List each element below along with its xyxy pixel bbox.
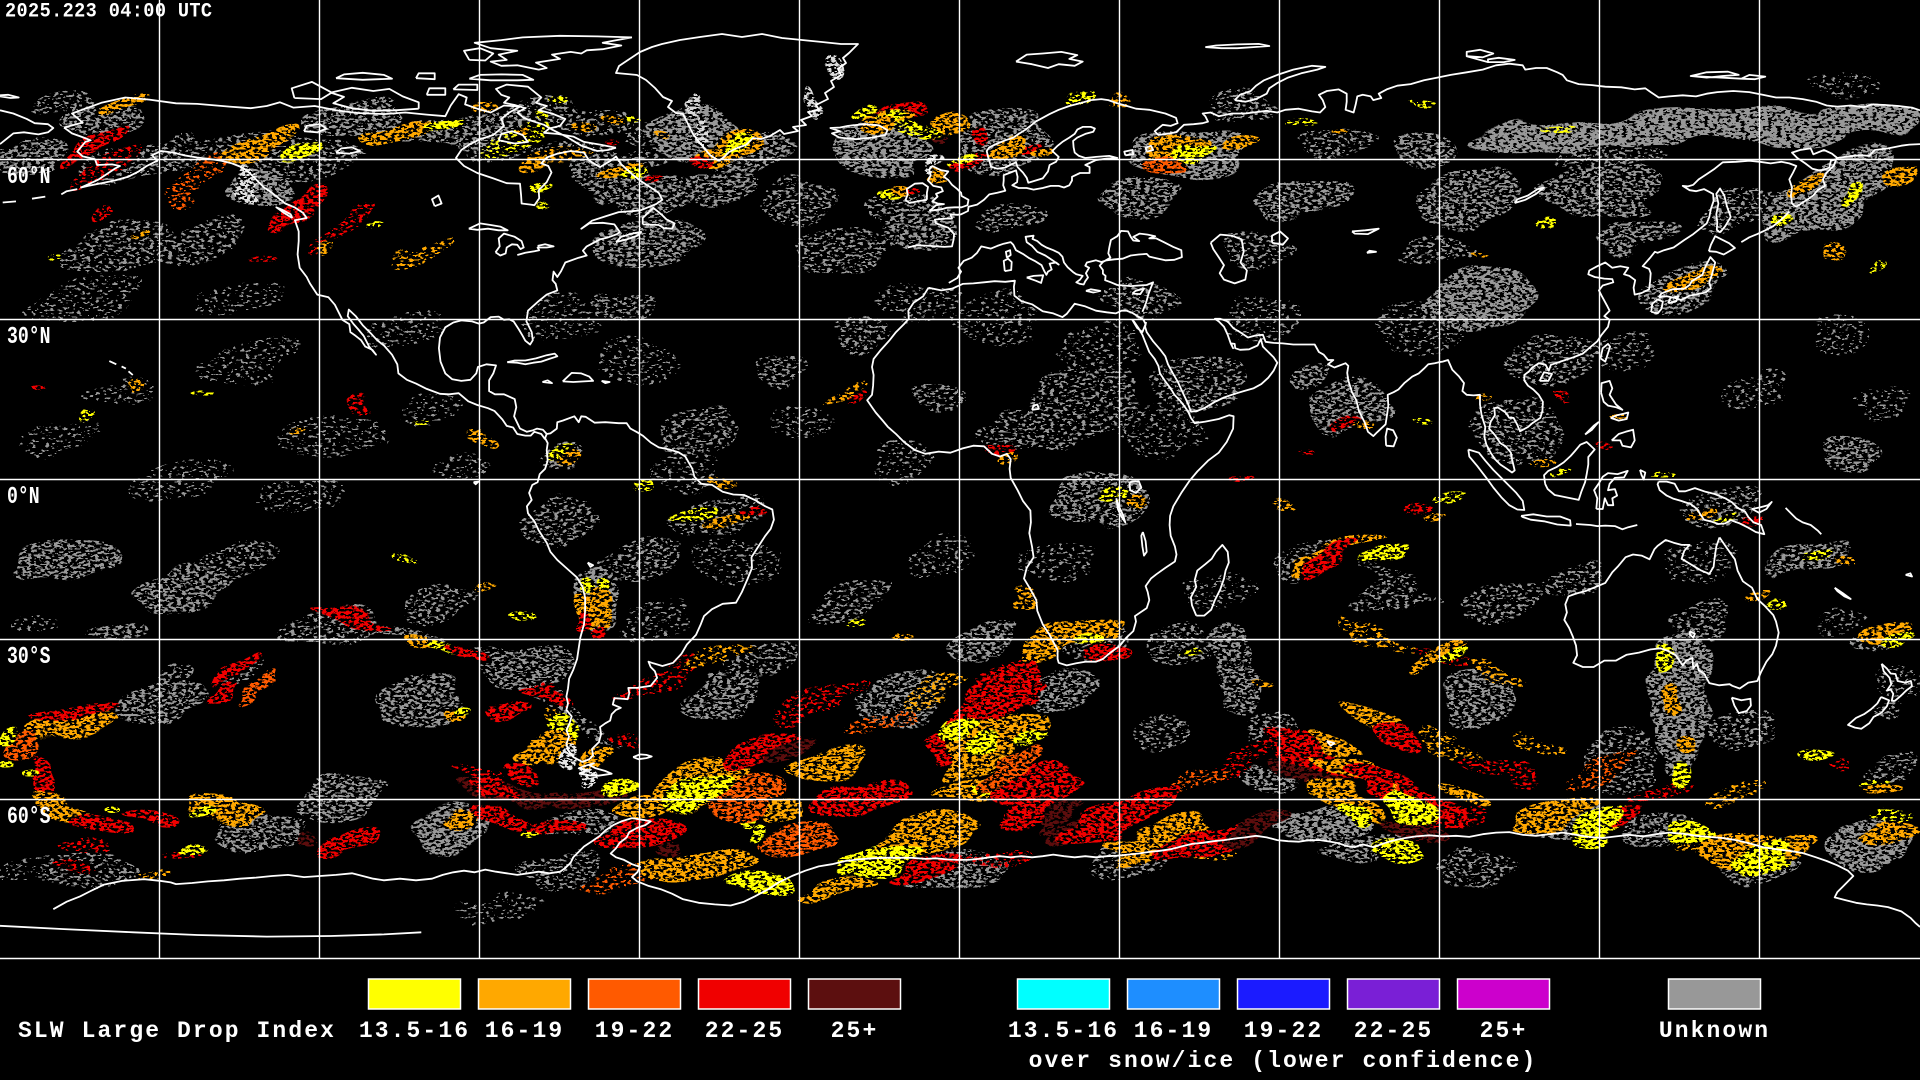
svg-text:13.5-16: 13.5-16 [1008, 1018, 1119, 1044]
svg-text:0°N: 0°N [7, 484, 40, 511]
svg-text:2025.223 04:00 UTC: 2025.223 04:00 UTC [5, 0, 212, 23]
svg-text:SLW Large Drop Index: SLW Large Drop Index [18, 1018, 336, 1044]
svg-text:19-22: 19-22 [595, 1018, 675, 1044]
svg-text:60°S: 60°S [7, 804, 51, 831]
svg-text:Unknown: Unknown [1659, 1018, 1770, 1044]
svg-text:16-19: 16-19 [1134, 1018, 1214, 1044]
svg-text:60°N: 60°N [7, 164, 51, 191]
svg-text:22-25: 22-25 [1354, 1018, 1434, 1044]
svg-text:30°S: 30°S [7, 644, 51, 671]
svg-text:22-25: 22-25 [705, 1018, 785, 1044]
svg-text:25+: 25+ [831, 1018, 879, 1044]
svg-text:30°N: 30°N [7, 324, 51, 351]
svg-text:13.5-16: 13.5-16 [359, 1018, 470, 1044]
svg-text:16-19: 16-19 [485, 1018, 565, 1044]
svg-text:25+: 25+ [1480, 1018, 1528, 1044]
svg-text:over snow/ice (lower confidenc: over snow/ice (lower confidence) [1029, 1048, 1538, 1074]
svg-text:19-22: 19-22 [1244, 1018, 1324, 1044]
